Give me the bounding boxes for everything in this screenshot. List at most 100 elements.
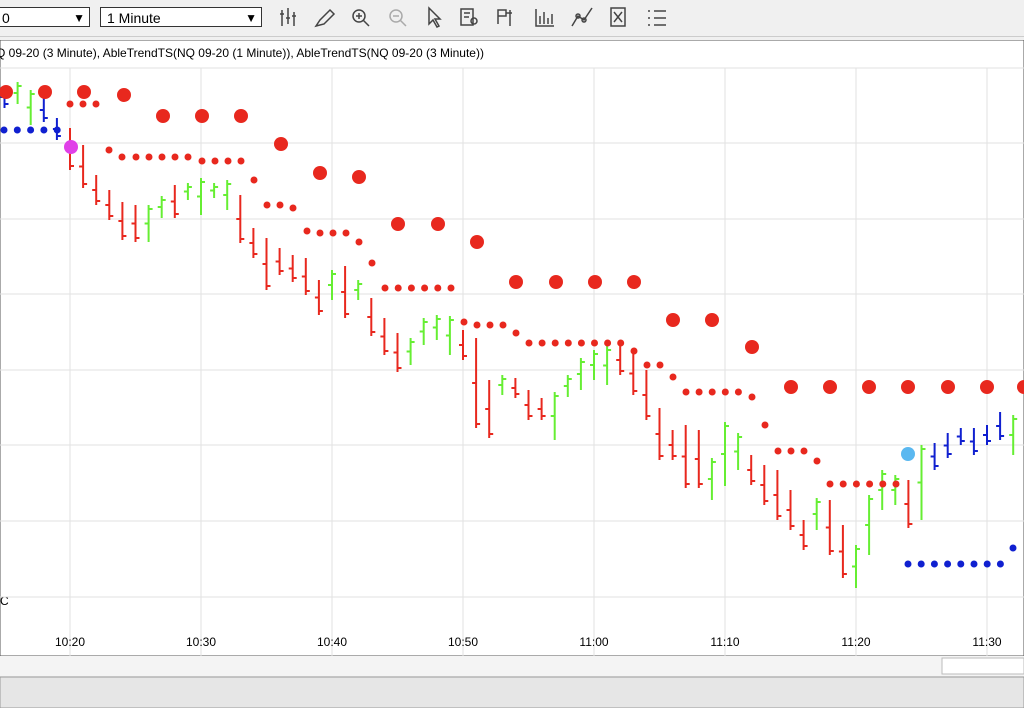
stop-dot (486, 321, 494, 329)
stop-dot (604, 339, 612, 347)
support-dot (996, 560, 1004, 568)
zoom-out-icon[interactable] (389, 9, 407, 27)
resistance-dot (77, 85, 91, 99)
stop-dot (171, 153, 179, 161)
resistance-dot (391, 217, 405, 231)
resistance-dot (431, 217, 445, 231)
stop-dot (813, 457, 821, 465)
stop-dot (289, 204, 297, 212)
stop-dot (105, 146, 113, 154)
properties-icon[interactable] (497, 9, 512, 26)
stop-dot (237, 157, 245, 165)
list-icon[interactable] (648, 10, 666, 26)
support-dot (1009, 544, 1017, 552)
stop-dot (460, 318, 468, 326)
template-icon[interactable] (610, 7, 626, 27)
scroll-thumb[interactable] (941, 657, 1024, 675)
stop-dot (617, 339, 625, 347)
stop-dot (551, 339, 559, 347)
stop-dot (316, 229, 324, 237)
data-box-icon[interactable] (460, 8, 478, 26)
corner-label: C (0, 594, 9, 608)
stop-dot (132, 153, 140, 161)
x-tick-label: 10:20 (55, 635, 85, 649)
stop-dot (761, 421, 769, 429)
stop-dot (118, 153, 126, 161)
support-dot (0, 126, 8, 134)
resistance-dot (980, 380, 994, 394)
stop-dot (211, 157, 219, 165)
stop-dot (368, 259, 376, 267)
x-tick-label: 11:30 (972, 635, 1001, 649)
stop-dot (512, 329, 520, 337)
resistance-dot (862, 380, 876, 394)
resistance-dot (588, 275, 602, 289)
dropdown-arrow: ▼ (245, 11, 257, 25)
resistance-dot (352, 170, 366, 184)
indicators-icon[interactable] (535, 9, 554, 27)
support-dot (40, 126, 48, 134)
stop-dot (79, 100, 87, 108)
support-dot (957, 560, 965, 568)
signal-dot (901, 447, 915, 461)
stop-dot (421, 284, 429, 292)
stop-dot (145, 153, 153, 161)
stop-dot (92, 100, 100, 108)
resistance-dot (195, 109, 209, 123)
stop-dot (66, 100, 74, 108)
resistance-dot (549, 275, 563, 289)
stop-dot (184, 153, 192, 161)
toolbar-icons (280, 6, 666, 28)
support-dot (917, 560, 925, 568)
status-bar (0, 676, 1024, 708)
stop-dot (394, 284, 402, 292)
draw-icon[interactable] (314, 8, 336, 28)
resistance-dot (274, 137, 288, 151)
interval-dropdown[interactable]: 1 Minute ▼ (100, 7, 262, 27)
support-dot (930, 560, 938, 568)
stop-dot (263, 201, 271, 209)
resistance-dot (470, 235, 484, 249)
stop-dot (473, 321, 481, 329)
stop-dot (224, 157, 232, 165)
x-tick-label: 10:30 (186, 635, 216, 649)
stop-dot (892, 480, 900, 488)
stop-dot (826, 480, 834, 488)
support-dot (13, 126, 21, 134)
stop-dot (355, 238, 363, 246)
pointer-icon[interactable] (428, 6, 442, 28)
stop-dot (407, 284, 415, 292)
stop-dot (630, 347, 638, 355)
stop-dot (577, 339, 585, 347)
stop-dot (525, 339, 533, 347)
resistance-dot (705, 313, 719, 327)
resistance-dot (745, 340, 759, 354)
stop-dot (787, 447, 795, 455)
resistance-dot (234, 109, 248, 123)
symbol-dropdown[interactable]: 0 ▼ (0, 7, 90, 27)
stop-dot (734, 388, 742, 396)
support-dot (970, 560, 978, 568)
resistance-dot (1017, 380, 1024, 394)
zoom-in-icon[interactable] (352, 9, 370, 27)
support-dot (944, 560, 952, 568)
stop-dot (695, 388, 703, 396)
x-tick-label: 11:20 (841, 635, 870, 649)
stop-dot (656, 361, 664, 369)
bars-icon[interactable] (280, 8, 296, 26)
stop-dot (879, 480, 887, 488)
resistance-dot (0, 85, 13, 99)
stop-dot (748, 393, 756, 401)
resistance-dot (313, 166, 327, 180)
resistance-dot (38, 85, 52, 99)
stop-dot (866, 480, 874, 488)
stop-dot (158, 153, 166, 161)
x-tick-label: 11:00 (579, 635, 608, 649)
stop-dot (329, 229, 337, 237)
dropdown-arrow: ▼ (73, 11, 85, 25)
strategy-icon[interactable] (571, 7, 593, 27)
resistance-dot (784, 380, 798, 394)
stop-dot (499, 321, 507, 329)
stop-dot (721, 388, 729, 396)
